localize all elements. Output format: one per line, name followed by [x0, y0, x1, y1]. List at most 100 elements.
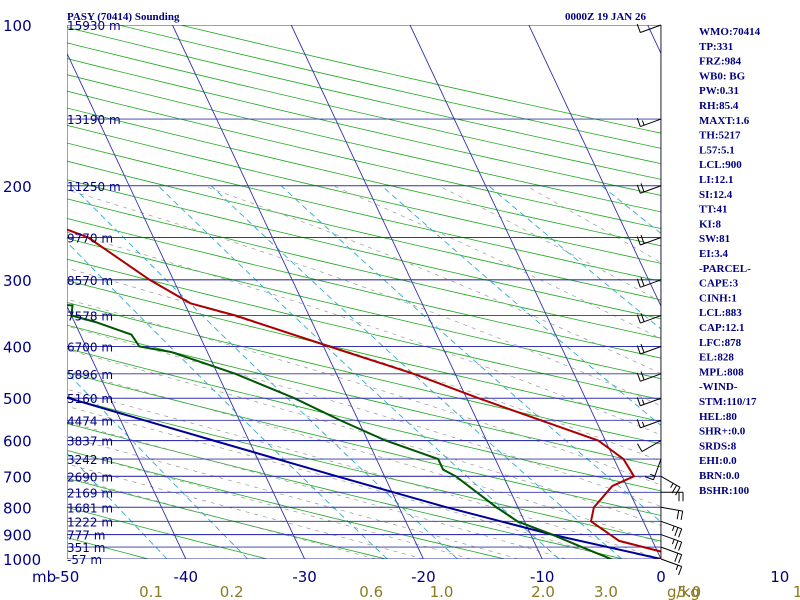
- wind-barb-staff: [641, 440, 662, 452]
- wind-barb: [644, 458, 662, 481]
- mixing-ratio-line: [67, 452, 168, 559]
- index-value: LFC:878: [699, 337, 742, 349]
- pressure-unit-label: mb: [32, 568, 56, 586]
- height-label: 2690 m: [67, 470, 113, 484]
- height-label: 8570 m: [67, 274, 113, 288]
- dry-adiabat-line: [67, 348, 661, 492]
- dry-adiabat-line: [67, 506, 269, 559]
- pressure-label: 500: [3, 390, 32, 408]
- index-value: BSHR:100: [699, 485, 750, 497]
- height-label: 15930 m: [67, 19, 121, 33]
- wind-barb-half: [671, 539, 675, 545]
- wind-barb: [660, 520, 683, 538]
- wind-barb: [636, 397, 662, 407]
- mixing-ratio-line: [488, 185, 661, 330]
- wind-barb-flag: [640, 235, 645, 244]
- mixing-ratio-line: [210, 185, 623, 559]
- index-value: KI:8: [699, 218, 722, 230]
- index-value: CINH:1: [699, 292, 737, 304]
- index-value: CAPE:3: [699, 278, 739, 290]
- mixing-ratio-line: [381, 185, 661, 427]
- dry-adiabat-line: [67, 142, 661, 282]
- wind-barb-staff: [640, 315, 662, 324]
- temperature-tick-label: -40: [174, 568, 199, 586]
- height-label: 3242 m: [67, 453, 113, 467]
- index-value: SI:12.4: [699, 189, 733, 201]
- index-value: SHR+:0.0: [699, 426, 746, 438]
- height-label: 1222 m: [67, 515, 113, 529]
- moist-adiabat-line: [332, 185, 661, 340]
- index-value: EHI:0.0: [699, 455, 737, 467]
- wind-barb: [660, 558, 683, 576]
- moist-adiabat-line: [67, 463, 424, 559]
- mixing-ratio-unit-label: g/kg: [667, 583, 700, 600]
- mixing-ratio-label: 10.0: [793, 583, 800, 600]
- wind-barb-flag: [675, 487, 681, 496]
- wind-barb-flag: [674, 553, 679, 562]
- wind-barb-flag: [640, 183, 645, 193]
- dry-adiabat-line: [67, 217, 661, 359]
- dry-adiabat-line: [67, 302, 661, 445]
- wind-barb-half: [641, 421, 645, 427]
- wind-barb: [636, 23, 662, 33]
- temperature-tick-label: -10: [530, 568, 555, 586]
- wind-barb-flag: [678, 554, 683, 564]
- pressure-label: 100: [3, 17, 32, 35]
- wind-barb-flag: [644, 476, 654, 481]
- wind-barb-staff: [640, 24, 662, 33]
- height-label: 5160 m: [67, 392, 113, 406]
- index-value: FRZ:984: [699, 56, 742, 68]
- wind-barb: [637, 440, 662, 452]
- mixing-ratio-label: 5.0: [677, 583, 701, 600]
- isotherm-line: [409, 25, 661, 559]
- index-value: BRN:0.0: [699, 470, 740, 482]
- dry-adiabat-line: [67, 179, 661, 320]
- wind-barb: [636, 344, 662, 355]
- wind-barb-half: [671, 525, 675, 531]
- index-value: HEL:80: [699, 411, 737, 423]
- index-value: CAP:12.1: [699, 322, 745, 334]
- wind-barb-staff: [640, 373, 662, 382]
- isotherm-line: [290, 25, 543, 559]
- dry-adiabat-line: [67, 324, 661, 468]
- wind-barb-staff: [660, 558, 682, 567]
- index-value: MAXT:1.6: [699, 115, 750, 127]
- pressure-label: 900: [3, 527, 32, 545]
- dry-adiabat-line: [67, 107, 661, 247]
- wind-barb-flag: [678, 541, 683, 551]
- pressure-label: 700: [3, 468, 32, 486]
- wind-barb-flag: [636, 117, 641, 127]
- wind-barb-flag: [636, 236, 641, 246]
- dry-adiabat-line: [67, 160, 661, 301]
- mixing-ratio-label: 2.0: [531, 583, 555, 600]
- dry-adiabat-line: [67, 423, 626, 559]
- pressure-label: 600: [3, 433, 32, 451]
- height-label: 11250 m: [67, 180, 121, 194]
- dry-adiabat-line: [67, 198, 661, 339]
- wind-barb-flag: [636, 345, 641, 355]
- wind-barb-flag: [640, 344, 645, 353]
- dry-adiabat-line: [67, 477, 388, 559]
- moist-adiabat-line: [67, 421, 567, 559]
- index-value: SRDS:8: [699, 440, 737, 452]
- wind-barb-flag: [640, 313, 645, 322]
- station-title: PASY (70414) Sounding: [67, 11, 180, 23]
- temperature-trace: [67, 228, 661, 559]
- wind-barb: [636, 117, 662, 128]
- wind-barb-flag: [678, 528, 683, 538]
- wind-barb-staff: [640, 185, 662, 194]
- height-label: 9770 m: [67, 231, 113, 245]
- height-label: 3837 m: [67, 435, 113, 449]
- dry-adiabat-line: [67, 238, 661, 380]
- mixing-ratio-label: 3.0: [594, 583, 618, 600]
- wind-barb-flag: [636, 23, 641, 33]
- wind-barb-staff: [640, 237, 662, 246]
- wind-barb: [660, 534, 683, 551]
- mixing-ratio-label: 0.1: [139, 583, 163, 600]
- moist-adiabat-line: [67, 388, 661, 559]
- temperature-tick-label: -30: [292, 568, 317, 586]
- height-label: 6700 m: [67, 341, 113, 355]
- index-value: EL:828: [699, 352, 734, 364]
